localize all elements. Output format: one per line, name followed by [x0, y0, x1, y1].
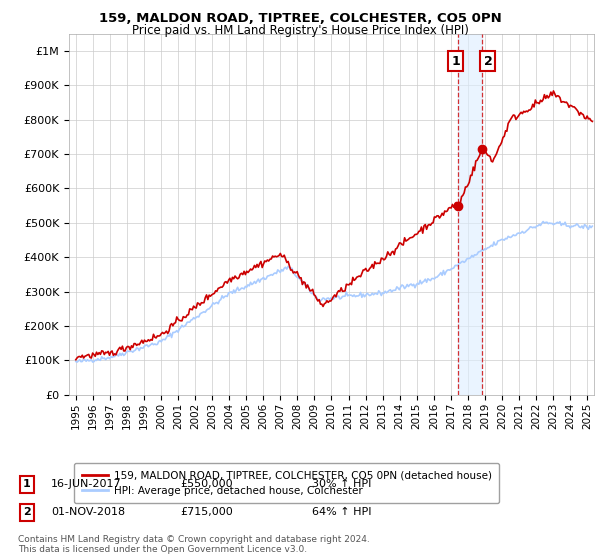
Text: £550,000: £550,000: [180, 479, 233, 489]
Text: 159, MALDON ROAD, TIPTREE, COLCHESTER, CO5 0PN: 159, MALDON ROAD, TIPTREE, COLCHESTER, C…: [98, 12, 502, 25]
Text: 01-NOV-2018: 01-NOV-2018: [51, 507, 125, 517]
Text: 2: 2: [23, 507, 31, 517]
Text: 2: 2: [484, 55, 493, 68]
Text: This data is licensed under the Open Government Licence v3.0.: This data is licensed under the Open Gov…: [18, 545, 307, 554]
Text: 1: 1: [452, 55, 460, 68]
Text: 30% ↑ HPI: 30% ↑ HPI: [312, 479, 371, 489]
Text: 16-JUN-2017: 16-JUN-2017: [51, 479, 122, 489]
Text: Price paid vs. HM Land Registry's House Price Index (HPI): Price paid vs. HM Land Registry's House …: [131, 24, 469, 36]
Text: Contains HM Land Registry data © Crown copyright and database right 2024.: Contains HM Land Registry data © Crown c…: [18, 535, 370, 544]
Text: 64% ↑ HPI: 64% ↑ HPI: [312, 507, 371, 517]
Text: £715,000: £715,000: [180, 507, 233, 517]
Legend: 159, MALDON ROAD, TIPTREE, COLCHESTER, CO5 0PN (detached house), HPI: Average pr: 159, MALDON ROAD, TIPTREE, COLCHESTER, C…: [74, 463, 499, 503]
Bar: [458, 34, 482, 395]
Text: 1: 1: [23, 479, 31, 489]
